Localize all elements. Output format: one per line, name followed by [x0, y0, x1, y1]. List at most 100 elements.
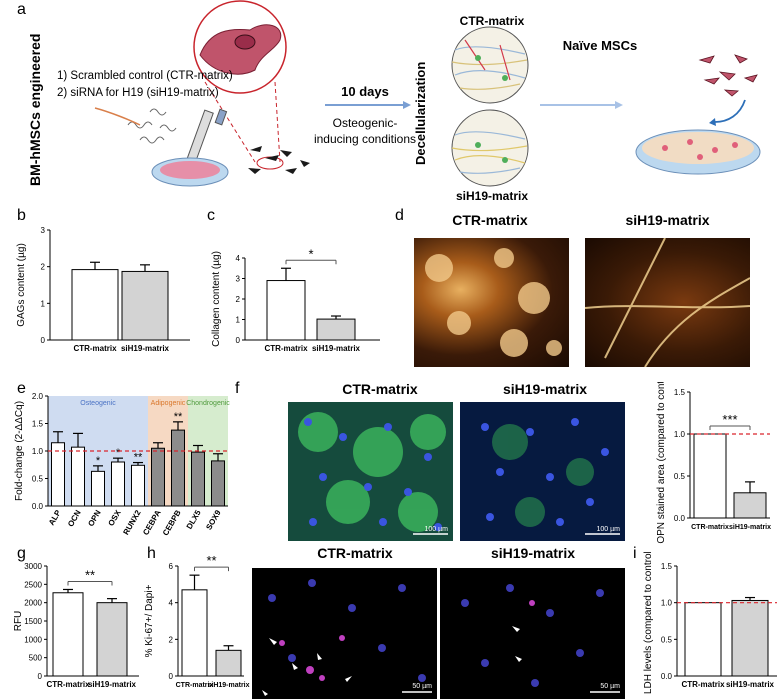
y-tick-label: 2 — [41, 263, 46, 272]
y-tick-label: 0.0 — [674, 514, 686, 523]
pipette-icon — [186, 109, 214, 163]
chart-b-gags: 0 1 2 3 GAGs content (µg) CTR-matrix siH19-mat… — [16, 226, 190, 353]
zoom-line-left — [204, 81, 256, 163]
decell-label: Decellularization — [413, 62, 428, 165]
category-label: CTR-matrix — [691, 524, 729, 531]
panel-label-f: f — [235, 380, 240, 397]
y-tick-label: 0.0 — [32, 502, 44, 511]
bar-OCN — [71, 446, 85, 507]
sih19-fibers — [451, 131, 528, 174]
y-tick-label: 4 — [169, 599, 174, 608]
bar-SOX9 — [211, 460, 225, 507]
ctr-matrix-title: CTR-matrix — [460, 14, 525, 28]
bar-RUNX2 — [131, 464, 145, 507]
category-label: siH19-matrix — [207, 682, 249, 689]
y-tick-label: 2500 — [24, 580, 42, 589]
bar-siH19-matrix — [215, 649, 242, 677]
category-label: CTR-matrix — [176, 682, 214, 689]
d-ctr-title: CTR-matrix — [452, 212, 528, 228]
panel-label-e: e — [17, 380, 26, 397]
y-tick-label: 0.5 — [674, 472, 686, 481]
scale-bar-f-sih19: 100 µm — [596, 526, 621, 533]
significance-mark: ** — [206, 553, 216, 568]
y-axis-label: % Ki-67+/ Dapi+ — [144, 584, 155, 657]
y-tick-label: 2 — [169, 635, 174, 644]
y-tick-label: 500 — [29, 654, 43, 663]
schematic-side-label: BM-hMSCs engineered — [27, 34, 43, 186]
y-axis-label: Collagen content (µg) — [211, 251, 222, 347]
y-tick-label: 1.0 — [32, 447, 44, 456]
group-label-0: Osteogenic — [80, 400, 116, 407]
panel-label-b: b — [17, 207, 26, 224]
y-tick-label: 1.5 — [661, 562, 673, 571]
naive-msc-label: Naïve MSCs — [563, 38, 637, 53]
category-label: RUNX2 — [121, 508, 143, 536]
category-label: DLX5 — [185, 508, 203, 531]
step-2-text: 2) siRNA for H19 (siH19-matrix) — [57, 87, 219, 99]
schematic-diagram: BM-hMSCs engineered 1) Scrambled control… — [27, 0, 761, 203]
h-ctr-title: CTR-matrix — [317, 545, 393, 561]
y-tick-label: 1.0 — [661, 599, 673, 608]
bar-CTR-matrix — [71, 269, 119, 341]
y-tick-label: 2.0 — [32, 392, 44, 401]
panel-label-i: i — [633, 545, 637, 562]
cell-cluster-icon — [248, 146, 310, 174]
final-dish-cells — [662, 139, 738, 160]
condition-line-1: Osteogenic- — [333, 116, 398, 130]
category-label: siH19-matrix — [312, 344, 361, 353]
bar-siH19-matrix — [316, 318, 356, 341]
if-image-sih19: 100 µm — [460, 402, 625, 541]
y-tick-label: 2 — [236, 295, 241, 304]
category-label: OPN — [86, 508, 103, 528]
ki67-image-ctr: 50 µm — [252, 568, 437, 699]
category-label: OCN — [66, 508, 83, 528]
d-sih19-title: siH19-matrix — [625, 212, 710, 228]
significance-mark: * — [308, 246, 313, 261]
y-tick-label: 0 — [38, 672, 43, 681]
chart-i-ldh: 0.0 0.5 1.0 1.5 LDH levels (compared to cont… — [643, 552, 777, 694]
y-tick-label: 2000 — [24, 599, 42, 608]
category-label: siH19-matrix — [729, 524, 771, 531]
scale-bar-h-ctr: 50 µm — [412, 683, 432, 690]
bar-CTR-matrix — [181, 589, 208, 677]
bar-OPN — [91, 470, 105, 507]
condition-line-2: inducing conditions — [314, 132, 416, 146]
naive-cells-icon — [698, 54, 758, 97]
sih19-matrix-title: siH19-matrix — [456, 189, 528, 203]
bar-siH19-matrix — [96, 602, 128, 677]
ctr-fibers — [451, 39, 528, 90]
y-axis-label: LDH levels (compared to control) — [643, 552, 654, 694]
y-tick-label: 0.5 — [32, 475, 44, 484]
y-tick-label: 3000 — [24, 562, 42, 571]
y-axis-label: GAGs content (µg) — [16, 243, 27, 327]
category-label: CTR-matrix — [46, 680, 90, 689]
category-label: CEBPB — [161, 508, 183, 537]
seed-arrow — [714, 99, 746, 123]
category-label: siH19-matrix — [726, 680, 775, 689]
y-tick-label: 1.0 — [674, 430, 686, 439]
afm-image-ctr — [414, 238, 569, 367]
category-label: siH19-matrix — [88, 680, 137, 689]
step-1-text: 1) Scrambled control (CTR-matrix) — [57, 70, 233, 82]
significance-mark: ** — [134, 452, 143, 464]
f-ctr-title: CTR-matrix — [342, 381, 418, 397]
y-tick-label: 3 — [236, 275, 241, 284]
bar-CEBPA — [151, 447, 165, 507]
y-tick-label: 1000 — [24, 635, 42, 644]
y-tick-label: 1500 — [24, 617, 42, 626]
afm-image-sih19 — [585, 238, 750, 367]
h-sih19-title: siH19-matrix — [490, 545, 576, 561]
significance-mark: ** — [174, 411, 183, 423]
nucleus-icon — [234, 34, 256, 50]
chart-f-opn: 0.0 0.5 1.0 1.5 OPN stained area (compared t… — [656, 382, 771, 544]
chart-g-rfu: 0 500 1000 1500 2000 2500 3000 RFU CTR-matrixsiH… — [13, 562, 139, 689]
bar-siH19-matrix — [731, 599, 769, 677]
panel-label-a: a — [17, 1, 26, 18]
y-tick-label: 0.5 — [661, 635, 673, 644]
y-axis-label: OPN stained area (compared to control) — [656, 382, 667, 544]
bar-CTR-matrix — [684, 602, 722, 677]
y-tick-label: 6 — [169, 562, 174, 571]
category-label: ALP — [47, 508, 63, 527]
bar-siH19-matrix — [733, 492, 767, 519]
y-axis-label: RFU — [13, 611, 24, 632]
